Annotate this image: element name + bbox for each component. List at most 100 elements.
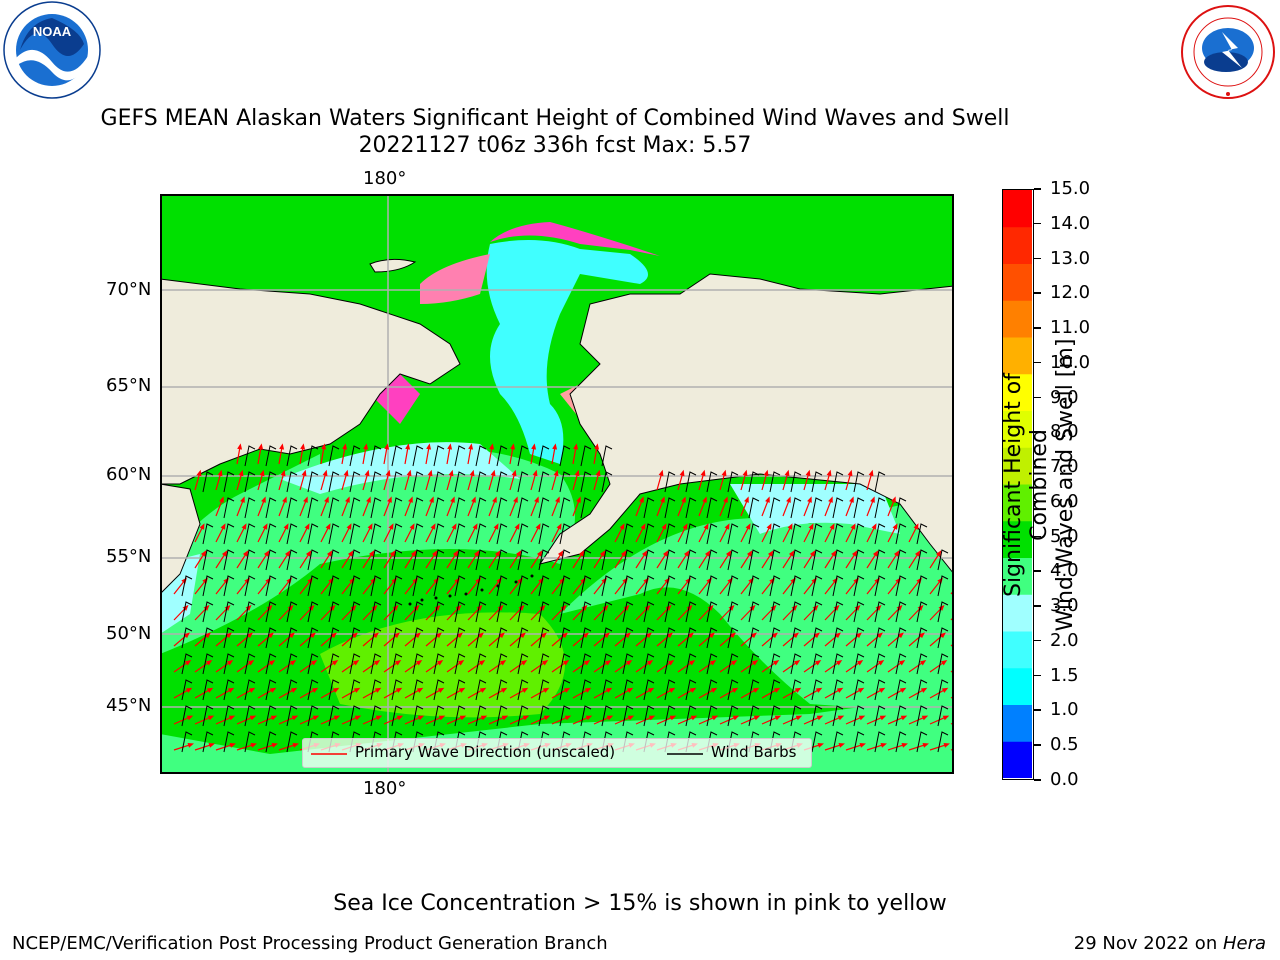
wave-direction-arrowhead: [686, 604, 693, 611]
wave-direction-arrowhead: [938, 604, 945, 611]
wave-direction-arrow: [509, 579, 522, 595]
wind-barb: [433, 445, 445, 467]
wave-direction-arrow: [887, 661, 904, 673]
colorbar-swatch: [1003, 226, 1032, 264]
wind-barb: [349, 497, 361, 519]
wave-direction-arrowhead: [456, 632, 463, 639]
wave-direction-arrowhead: [414, 632, 421, 639]
wind-barb: [328, 497, 340, 519]
wave-direction-arrowhead: [837, 715, 845, 721]
wave-direction-arrow: [362, 446, 367, 465]
wave-direction-arrow: [698, 661, 715, 673]
wind-barb: [874, 627, 886, 649]
wave-direction-arrowhead: [943, 742, 950, 748]
colorbar-ticks: 0.0 0.5 1.0 1.5 2.0 3.0 4.0 5.0 6.0 7.0 8.0 9.0 10.0…: [1034, 178, 1114, 790]
wind-barb: [538, 575, 550, 597]
wave-direction-arrowhead: [584, 687, 592, 693]
wave-direction-arrowhead: [742, 469, 748, 477]
colorbar-tick-mark: [1034, 257, 1041, 260]
wave-direction-arrow: [320, 446, 325, 465]
wave-direction-arrowhead: [220, 523, 226, 530]
wave-direction-arrowhead: [187, 742, 194, 748]
wind-barb: [286, 653, 298, 675]
wave-direction-arrow: [383, 499, 392, 517]
wind-barb: [664, 653, 676, 675]
wind-barb: [412, 601, 424, 623]
wind-barb: [706, 653, 718, 675]
wind-barb: [391, 705, 403, 727]
wind-barb: [538, 627, 550, 649]
wind-barb: [769, 679, 781, 701]
wave-direction-arrowhead: [363, 443, 369, 450]
wave-direction-arrowhead: [430, 523, 436, 530]
wind-barb: [916, 523, 928, 545]
wind-barb: [370, 575, 382, 597]
wind-barb: [937, 653, 949, 675]
wind-barb: [349, 471, 361, 493]
wave-direction-arrowhead: [186, 715, 194, 721]
wind-barb: [286, 575, 298, 597]
wave-direction-arrowhead: [626, 687, 634, 693]
wave-direction-arrowhead: [353, 687, 361, 693]
wave-direction-arrowhead: [941, 687, 949, 693]
wave-direction-arrow: [803, 499, 812, 517]
wave-direction-arrow: [404, 579, 417, 595]
wind-barb: [895, 497, 907, 519]
wave-direction-arrowhead: [723, 496, 728, 503]
wind-barb: [328, 575, 340, 597]
wave-direction-arrowhead: [687, 632, 694, 639]
wind-barb: [223, 497, 235, 519]
wave-direction-arrow: [341, 579, 354, 595]
wind-barb: [727, 497, 739, 519]
wind-barb: [559, 471, 571, 493]
wind-barb: [832, 497, 844, 519]
wind-barb: [895, 679, 907, 701]
wind-barb: [559, 523, 571, 545]
wind-barb: [853, 601, 865, 623]
wind-barb: [202, 601, 214, 623]
wind-barb: [580, 653, 592, 675]
wave-direction-arrow: [530, 446, 535, 465]
wind-barb: [517, 497, 529, 519]
wind-barb: [853, 575, 865, 597]
wave-direction-arrowhead: [854, 604, 861, 611]
wind-barb: [433, 497, 445, 519]
wind-barb: [664, 549, 676, 571]
nws-logo: [1176, 2, 1280, 102]
wind-barb: [874, 731, 886, 753]
wind-barb: [307, 601, 319, 623]
wave-direction-arrowhead: [833, 604, 840, 611]
wave-direction-arrowhead: [942, 715, 950, 721]
wave-direction-arrowhead: [388, 523, 394, 530]
colorbar-tick-label: 13.0: [1050, 247, 1091, 269]
wind-barb: [895, 575, 907, 597]
wind-barb: [286, 601, 298, 623]
wind-barb: [559, 679, 571, 701]
wind-barb: [391, 575, 403, 597]
wind-barb: [475, 445, 487, 467]
wind-barb: [223, 575, 235, 597]
wave-direction-arrow: [509, 499, 518, 517]
wind-barb: [412, 445, 424, 467]
wind-barb: [223, 653, 235, 675]
wind-barb: [475, 549, 487, 571]
wave-direction-arrow: [488, 446, 493, 465]
wind-barb: [748, 705, 760, 727]
wind-barb: [727, 549, 739, 571]
wave-direction-arrowhead: [850, 523, 856, 530]
wave-direction-arrowhead: [682, 523, 688, 530]
wave-direction-arrow: [614, 525, 624, 543]
wind-barb: [286, 523, 298, 545]
wind-barb: [286, 679, 298, 701]
wind-barb: [391, 653, 403, 675]
wave-direction-arrowhead: [708, 632, 715, 639]
wind-barb: [811, 575, 823, 597]
wave-direction-arrow: [782, 579, 795, 595]
wind-barb: [916, 575, 928, 597]
wave-direction-arrowhead: [515, 550, 522, 557]
wave-direction-arrowhead: [237, 443, 243, 450]
wave-direction-arrowhead: [560, 604, 567, 611]
wave-direction-arrow: [404, 499, 413, 517]
wind-barb: [895, 549, 907, 571]
wave-direction-arrow: [698, 499, 707, 517]
